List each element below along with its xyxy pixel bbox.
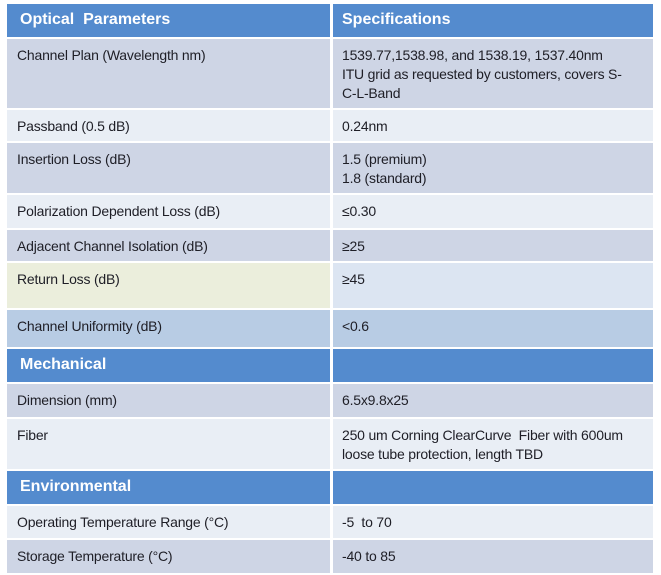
spec-table: Optical Parameters Specifications Channe…	[7, 4, 653, 575]
param-cell-channel-plan: Channel Plan (Wavelength nm)	[7, 39, 333, 108]
param-cell-return-loss: Return Loss (dB)	[7, 263, 333, 308]
row-dimension: Dimension (mm) 6.5x9.8x25	[7, 384, 653, 417]
section-header-environmental-spacer	[333, 471, 653, 504]
row-passband: Passband (0.5 dB) 0.24nm	[7, 110, 653, 141]
param-cell-adjacent-channel-isolation: Adjacent Channel Isolation (dB)	[7, 230, 333, 261]
section-title-environmental: Environmental	[7, 471, 333, 504]
spec-cell-polarization-dependent-loss: ≤0.30	[333, 195, 653, 228]
param-cell-polarization-dependent-loss: Polarization Dependent Loss (dB)	[7, 195, 333, 228]
row-channel-plan: Channel Plan (Wavelength nm) 1539.77,153…	[7, 39, 653, 108]
header-specifications: Specifications	[333, 4, 653, 37]
row-adjacent-channel-isolation: Adjacent Channel Isolation (dB) ≥25	[7, 230, 653, 261]
spec-cell-channel-plan: 1539.77,1538.98, and 1538.19, 1537.40nm …	[333, 39, 653, 108]
row-return-loss: Return Loss (dB) ≥45	[7, 263, 653, 308]
row-polarization-dependent-loss: Polarization Dependent Loss (dB) ≤0.30	[7, 195, 653, 228]
table-header-row: Optical Parameters Specifications	[7, 4, 653, 37]
spec-cell-insertion-loss: 1.5 (premium) 1.8 (standard)	[333, 143, 653, 193]
header-optical-parameters: Optical Parameters	[7, 4, 333, 37]
param-cell-dimension: Dimension (mm)	[7, 384, 333, 417]
spec-cell-passband: 0.24nm	[333, 110, 653, 141]
spec-cell-storage-temperature: -40 to 85	[333, 540, 653, 573]
row-storage-temperature: Storage Temperature (°C) -40 to 85	[7, 540, 653, 573]
param-cell-storage-temperature: Storage Temperature (°C)	[7, 540, 333, 573]
param-cell-insertion-loss: Insertion Loss (dB)	[7, 143, 333, 193]
param-cell-passband: Passband (0.5 dB)	[7, 110, 333, 141]
spec-cell-operating-temperature: -5 to 70	[333, 506, 653, 538]
section-title-mechanical: Mechanical	[7, 349, 333, 382]
row-fiber: Fiber 250 um Corning ClearCurve Fiber wi…	[7, 419, 653, 469]
param-cell-fiber: Fiber	[7, 419, 333, 469]
param-cell-operating-temperature: Operating Temperature Range (°C)	[7, 506, 333, 538]
spec-cell-dimension: 6.5x9.8x25	[333, 384, 653, 417]
section-header-mechanical: Mechanical	[7, 349, 653, 382]
spec-cell-fiber: 250 um Corning ClearCurve Fiber with 600…	[333, 419, 653, 469]
row-operating-temperature: Operating Temperature Range (°C) -5 to 7…	[7, 506, 653, 538]
section-header-environmental: Environmental	[7, 471, 653, 504]
spec-cell-return-loss: ≥45	[333, 263, 653, 308]
param-cell-channel-uniformity: Channel Uniformity (dB)	[7, 310, 333, 347]
spec-cell-adjacent-channel-isolation: ≥25	[333, 230, 653, 261]
row-insertion-loss: Insertion Loss (dB) 1.5 (premium) 1.8 (s…	[7, 143, 653, 193]
spec-cell-channel-uniformity: <0.6	[333, 310, 653, 347]
row-channel-uniformity: Channel Uniformity (dB) <0.6	[7, 310, 653, 347]
section-header-mechanical-spacer	[333, 349, 653, 382]
